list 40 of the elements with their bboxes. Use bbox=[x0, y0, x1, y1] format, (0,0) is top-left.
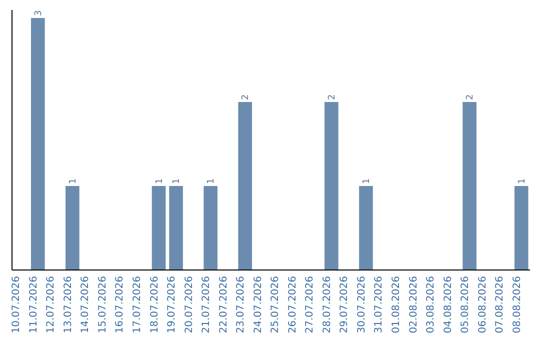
x-tick-label: 18.07.2026 bbox=[149, 276, 160, 334]
x-tick-label: 30.07.2026 bbox=[356, 276, 368, 334]
x-tick-label: 10.07.2026 bbox=[11, 276, 22, 334]
x-tick-label: 23.07.2026 bbox=[236, 276, 247, 334]
x-tick-label: 26.07.2026 bbox=[287, 276, 298, 334]
x-tick-label: 02.08.2026 bbox=[408, 276, 420, 334]
x-tick-label: 17.07.2026 bbox=[132, 276, 143, 334]
x-tick-label: 28.07.2026 bbox=[322, 276, 333, 334]
x-tick-label: 27.07.2026 bbox=[304, 276, 316, 334]
x-tick-label: 19.07.2026 bbox=[166, 276, 178, 334]
data-label: 1 bbox=[206, 178, 217, 184]
x-tick-label: 31.07.2026 bbox=[374, 276, 385, 334]
x-tick-label: 14.07.2026 bbox=[80, 276, 92, 334]
x-tick-label: 22.07.2026 bbox=[218, 276, 230, 334]
data-label: 1 bbox=[68, 178, 78, 184]
x-tick-label: 03.08.2026 bbox=[426, 276, 437, 334]
data-label: 1 bbox=[172, 178, 182, 184]
x-tick-label: 15.07.2026 bbox=[97, 276, 108, 334]
x-tick-label: 04.08.2026 bbox=[442, 276, 454, 334]
x-tick-label: 24.07.2026 bbox=[252, 276, 264, 334]
x-tick-label: 08.08.2026 bbox=[512, 276, 523, 334]
x-tick-label: 29.07.2026 bbox=[339, 276, 350, 334]
data-label: 2 bbox=[241, 94, 252, 100]
data-label: 3 bbox=[34, 10, 44, 16]
x-tick-label: 20.07.2026 bbox=[184, 276, 195, 334]
data-label: 2 bbox=[327, 94, 338, 100]
x-tick-label: 06.08.2026 bbox=[477, 276, 488, 334]
x-tick-label: 16.07.2026 bbox=[114, 276, 126, 334]
x-tick-label: 01.08.2026 bbox=[391, 276, 402, 334]
x-tick-label: 12.07.2026 bbox=[46, 276, 57, 334]
x-tick-label: 11.07.2026 bbox=[28, 276, 40, 334]
x-tick-label: 13.07.2026 bbox=[62, 276, 74, 334]
x-tick-label: 25.07.2026 bbox=[270, 276, 282, 334]
x-tick-label: 21.07.2026 bbox=[201, 276, 212, 334]
x-tick-label: 05.08.2026 bbox=[460, 276, 472, 334]
x-tick-label: 07.08.2026 bbox=[494, 276, 506, 334]
data-label: 2 bbox=[466, 94, 476, 100]
data-label: 1 bbox=[362, 178, 372, 184]
data-label: 1 bbox=[517, 178, 528, 184]
data-label: 1 bbox=[154, 178, 165, 184]
